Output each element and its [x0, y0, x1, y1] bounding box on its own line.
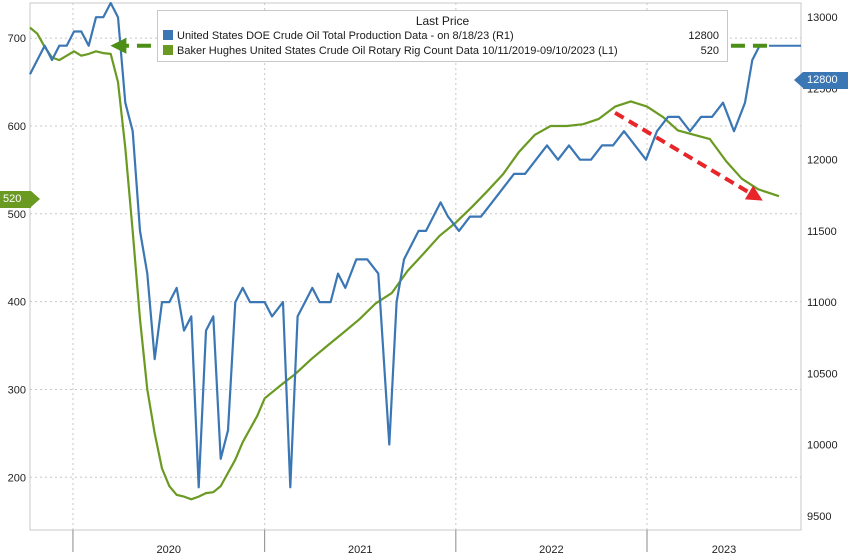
legend-entry-production: United States DOE Crude Oil Total Produc… [163, 29, 719, 43]
left-tick-label: 600 [8, 121, 26, 133]
left-tick-label: 400 [8, 297, 26, 309]
series-line-rigs [29, 26, 780, 501]
series-line-production [29, 1, 767, 489]
legend-value-rigs: 520 [700, 45, 719, 57]
right-tick-label: 10500 [807, 368, 838, 380]
legend-value-production: 12800 [688, 30, 719, 42]
plot-frame [29, 2, 802, 531]
legend-label-rigs: Baker Hughes United States Crude Oil Rot… [177, 45, 618, 57]
left-tick-label: 200 [8, 472, 26, 484]
right-tick-label: 10000 [807, 440, 838, 452]
x-tick-label: 2021 [348, 544, 372, 556]
legend-header: Last Price [415, 14, 470, 28]
series-lines [29, 1, 780, 501]
x-axis: 2020 2021 2022 2023 [72, 530, 736, 556]
right-tick-label: 11000 [807, 297, 837, 309]
right-tick-label: 11500 [807, 226, 837, 238]
last-price-tag-production: 12800 [794, 72, 848, 89]
right-tick-label: 12000 [807, 155, 838, 167]
red-arrow-shaft [614, 111, 751, 195]
green-arrow-head [110, 37, 127, 54]
legend-entry-rigs: Baker Hughes United States Crude Oil Rot… [163, 44, 719, 58]
legend: Last Price United States DOE Crude Oil T… [157, 10, 728, 62]
x-tick-label: 2020 [157, 544, 181, 556]
right-tick-label: 13000 [807, 12, 838, 24]
left-tick-label: 500 [8, 209, 26, 221]
red-arrow-head [744, 185, 763, 201]
legend-label-production: United States DOE Crude Oil Total Produc… [177, 30, 514, 42]
x-tick-label: 2023 [712, 544, 736, 556]
left-tick-label: 300 [8, 384, 26, 396]
right-tick-label: 9500 [807, 511, 831, 523]
last-price-tag-rigs: 520 [0, 191, 40, 208]
left-axis: 200 300 400 500 600 700 [8, 33, 26, 484]
legend-swatch-rigs [163, 45, 173, 55]
legend-swatch-production [163, 30, 173, 40]
left-tick-label: 700 [8, 33, 26, 45]
x-tick-label: 2022 [539, 544, 563, 556]
